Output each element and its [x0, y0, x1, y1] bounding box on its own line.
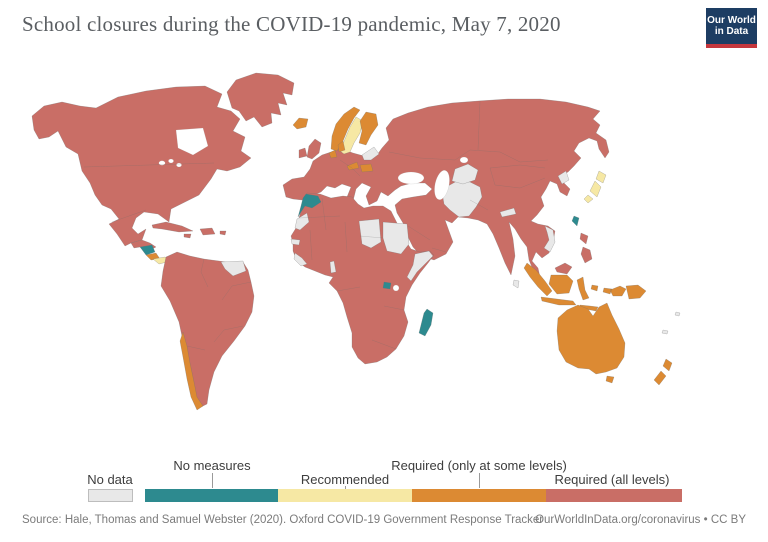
legend-segment-no-measures[interactable]: [145, 489, 278, 502]
country-south-america[interactable]: [160, 251, 255, 409]
world-map: [31, 72, 681, 411]
legend-segment-required-all[interactable]: [546, 489, 682, 502]
page-title: School closures during the COVID-19 pand…: [22, 12, 561, 36]
legend-label-no-measures: No measures: [173, 458, 251, 473]
country-papua-new-guinea[interactable]: [625, 284, 647, 300]
country-australia[interactable]: [556, 302, 626, 375]
country-north-korea[interactable]: [557, 170, 570, 185]
country-nepal[interactable]: [499, 207, 517, 218]
legend-label-recommended: Recommended: [300, 472, 390, 487]
country-western-sahara[interactable]: [294, 212, 310, 231]
country-chad[interactable]: [358, 218, 382, 249]
black-sea: [397, 171, 425, 185]
country-united-kingdom[interactable]: [306, 138, 322, 160]
legend-tick-required-some: [479, 473, 480, 488]
country-guyanas[interactable]: [220, 260, 247, 277]
lake-victoria: [392, 284, 400, 292]
legend-tick-no-measures: [212, 473, 213, 488]
owid-logo-line1: Our World: [707, 15, 756, 26]
great-lakes: [158, 160, 166, 166]
country-vietnam[interactable]: [543, 225, 556, 253]
legend-label-required-all: Required (all levels): [554, 472, 670, 487]
country-jamaica[interactable]: [183, 233, 192, 239]
caspian-sea: [434, 170, 450, 200]
country-turkmenistan[interactable]: [451, 163, 479, 185]
country-japan[interactable]: [583, 170, 607, 204]
hudson-bay: [175, 127, 209, 156]
country-hungary[interactable]: [359, 163, 374, 173]
legend-label-no-data: No data: [87, 472, 133, 487]
country-pacific-islands[interactable]: [661, 311, 681, 335]
country-burundi[interactable]: [382, 281, 392, 290]
owid-logo[interactable]: Our World in Data: [706, 8, 757, 48]
country-baltics[interactable]: [361, 146, 380, 161]
country-philippines[interactable]: [579, 232, 593, 264]
country-sri-lanka[interactable]: [512, 279, 520, 289]
sa-borders: [186, 258, 252, 351]
country-madagascar[interactable]: [418, 308, 434, 337]
source-note: Source: Hale, Thomas and Samuel Webster …: [22, 514, 544, 526]
country-finland[interactable]: [358, 111, 379, 146]
country-iceland[interactable]: [292, 117, 309, 130]
eurasia-borders: [339, 100, 549, 253]
na-borders: [83, 162, 215, 223]
country-netherlands[interactable]: [328, 149, 338, 159]
country-sierra-leone-liberia[interactable]: [293, 252, 308, 267]
legend-segment-required-some[interactable]: [412, 489, 546, 502]
country-austria[interactable]: [346, 161, 360, 171]
country-cuba[interactable]: [151, 221, 194, 233]
country-morocco[interactable]: [297, 193, 322, 218]
legend-tick-recommended: [345, 486, 346, 489]
country-somalia[interactable]: [406, 250, 434, 282]
country-nicaragua[interactable]: [139, 244, 156, 256]
africa-borders: [298, 197, 405, 350]
owid-logo-line2: in Data: [714, 26, 749, 37]
country-chile[interactable]: [179, 331, 204, 411]
country-tasmania[interactable]: [605, 375, 615, 384]
country-denmark[interactable]: [337, 140, 346, 153]
country-puerto-rico[interactable]: [219, 230, 227, 236]
country-north-america[interactable]: [31, 85, 252, 247]
country-ireland[interactable]: [298, 147, 308, 159]
legend-segment-recommended[interactable]: [278, 489, 412, 502]
license-link[interactable]: OurWorldInData.org/coronavirus • CC BY: [535, 514, 746, 526]
country-indonesia[interactable]: [523, 262, 627, 312]
country-greenland[interactable]: [226, 72, 295, 128]
legend-label-required-some: Required (only at some levels): [391, 458, 567, 473]
country-togo[interactable]: [329, 260, 337, 274]
country-new-zealand[interactable]: [653, 358, 673, 386]
legend-swatch-no-data[interactable]: [88, 489, 133, 502]
country-malaysia[interactable]: [554, 262, 573, 275]
owid-logo-box: Our World in Data: [706, 8, 757, 44]
country-gambia-guinea-bissau[interactable]: [290, 238, 301, 246]
aral-sea: [459, 156, 469, 164]
country-taiwan[interactable]: [571, 215, 580, 227]
country-hispaniola[interactable]: [199, 227, 216, 236]
great-lakes: [176, 162, 182, 168]
owid-logo-stripe: [706, 44, 757, 48]
great-lakes: [168, 158, 174, 164]
